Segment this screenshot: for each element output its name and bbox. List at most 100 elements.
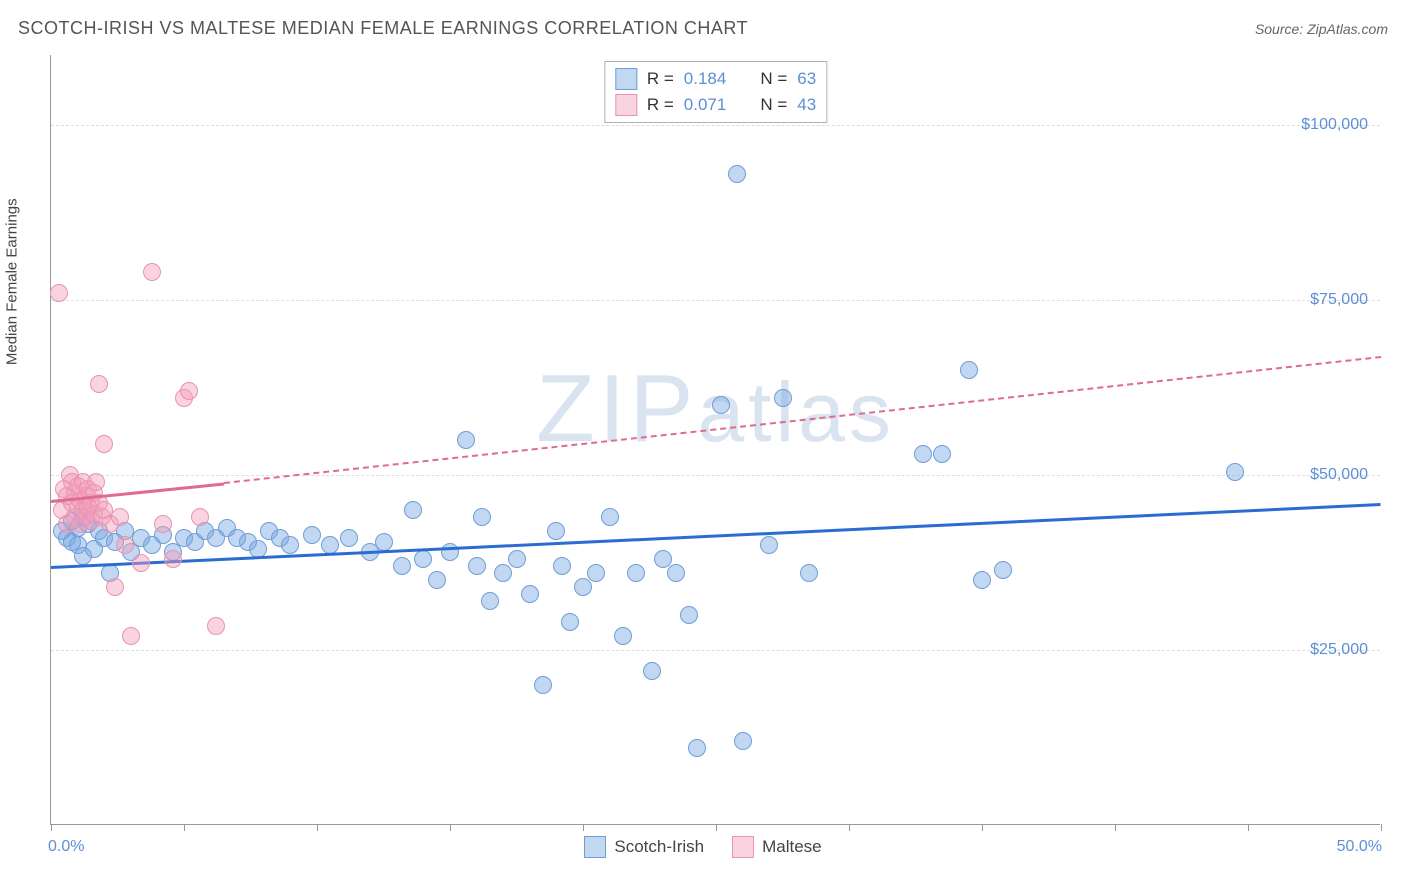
y-tick-label: $100,000 <box>1301 116 1368 134</box>
trend-line <box>224 356 1381 484</box>
data-point <box>643 662 661 680</box>
data-point <box>774 389 792 407</box>
legend-row: R = 0.071 N = 43 <box>615 92 816 118</box>
x-tick <box>716 824 717 831</box>
data-point <box>494 564 512 582</box>
data-point <box>457 431 475 449</box>
data-point <box>627 564 645 582</box>
legend-swatch-icon <box>615 94 637 116</box>
chart-title: SCOTCH-IRISH VS MALTESE MEDIAN FEMALE EA… <box>18 18 748 39</box>
x-tick <box>184 824 185 831</box>
data-point <box>933 445 951 463</box>
x-tick <box>1248 824 1249 831</box>
data-point <box>521 585 539 603</box>
data-point <box>303 526 321 544</box>
legend-r-label: R = <box>647 95 674 115</box>
gridline <box>51 475 1380 476</box>
series-legend-item: Scotch-Irish <box>584 836 704 858</box>
data-point <box>481 592 499 610</box>
data-point <box>191 508 209 526</box>
legend-swatch-icon <box>615 68 637 90</box>
legend-n-label: N = <box>760 95 787 115</box>
x-tick <box>450 824 451 831</box>
data-point <box>601 508 619 526</box>
source-label: Source: ZipAtlas.com <box>1255 21 1388 37</box>
data-point <box>122 627 140 645</box>
data-point <box>468 557 486 575</box>
data-point <box>441 543 459 561</box>
data-point <box>90 375 108 393</box>
legend-r-value: 0.184 <box>684 69 727 89</box>
data-point <box>734 732 752 750</box>
scatter-plot: ZIPatlas R =0.184N =63R =0.071N =43 $25,… <box>50 55 1380 825</box>
gridline <box>51 650 1380 651</box>
data-point <box>428 571 446 589</box>
data-point <box>614 627 632 645</box>
data-point <box>375 533 393 551</box>
y-tick-label: $75,000 <box>1310 291 1368 309</box>
series-legend-item: Maltese <box>732 836 822 858</box>
legend-row: R = 0.184 N = 63 <box>615 66 816 92</box>
legend-r-label: R = <box>647 69 674 89</box>
data-point <box>207 617 225 635</box>
data-point <box>960 361 978 379</box>
data-point <box>143 263 161 281</box>
y-tick-label: $25,000 <box>1310 641 1368 659</box>
gridline <box>51 125 1380 126</box>
legend-n-value: 43 <box>797 95 816 115</box>
data-point <box>973 571 991 589</box>
data-point <box>508 550 526 568</box>
series-name: Maltese <box>762 837 822 857</box>
data-point <box>50 284 68 302</box>
data-point <box>164 550 182 568</box>
data-point <box>281 536 299 554</box>
data-point <box>473 508 491 526</box>
data-point <box>116 536 134 554</box>
legend-n-value: 63 <box>797 69 816 89</box>
y-tick-label: $50,000 <box>1310 466 1368 484</box>
data-point <box>728 165 746 183</box>
data-point <box>688 739 706 757</box>
data-point <box>667 564 685 582</box>
data-point <box>249 540 267 558</box>
data-point <box>760 536 778 554</box>
data-point <box>404 501 422 519</box>
data-point <box>547 522 565 540</box>
data-point <box>106 578 124 596</box>
data-point <box>154 515 172 533</box>
data-point <box>800 564 818 582</box>
data-point <box>914 445 932 463</box>
data-point <box>587 564 605 582</box>
data-point <box>132 554 150 572</box>
data-point <box>414 550 432 568</box>
data-point <box>574 578 592 596</box>
data-point <box>994 561 1012 579</box>
correlation-legend: R = 0.184 N = 63 R = 0.071 N = 43 <box>604 61 827 123</box>
legend-swatch-icon <box>584 836 606 858</box>
legend-n-label: N = <box>760 69 787 89</box>
x-tick <box>849 824 850 831</box>
data-point <box>1226 463 1244 481</box>
legend-swatch-icon <box>732 836 754 858</box>
x-tick <box>583 824 584 831</box>
series-name: Scotch-Irish <box>614 837 704 857</box>
data-point <box>340 529 358 547</box>
data-point <box>180 382 198 400</box>
data-point <box>111 508 129 526</box>
data-point <box>87 473 105 491</box>
data-point <box>321 536 339 554</box>
x-tick <box>51 824 52 831</box>
x-tick <box>1381 824 1382 831</box>
data-point <box>393 557 411 575</box>
gridline <box>51 300 1380 301</box>
data-point <box>95 435 113 453</box>
data-point <box>680 606 698 624</box>
data-point <box>534 676 552 694</box>
x-tick <box>982 824 983 831</box>
series-legend: Scotch-Irish Maltese <box>0 836 1406 858</box>
legend-r-value: 0.071 <box>684 95 727 115</box>
data-point <box>561 613 579 631</box>
x-tick <box>317 824 318 831</box>
x-tick <box>1115 824 1116 831</box>
data-point <box>553 557 571 575</box>
